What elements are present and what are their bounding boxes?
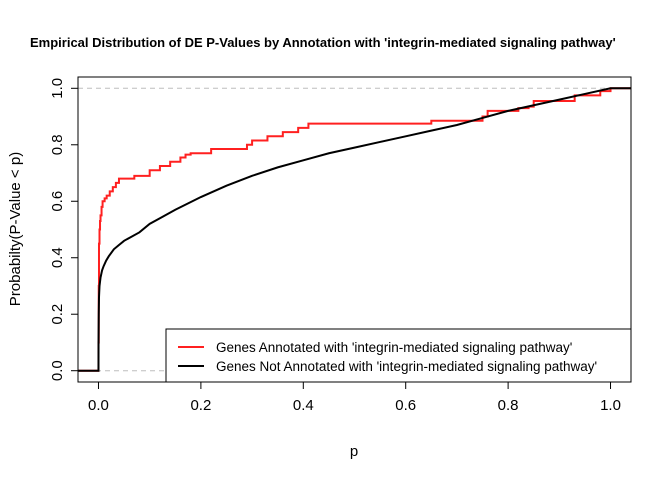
series-lines: [78, 87, 631, 372]
x-tick-label-2: 0.4: [293, 397, 314, 414]
legend: Genes Annotated with 'integrin-mediated …: [165, 328, 632, 383]
y-tick-label-1: 0.2: [49, 304, 66, 325]
y-tick-label-2: 0.4: [49, 247, 66, 268]
x-tick-label-3: 0.6: [395, 397, 416, 414]
legend-label-not-annotated: Genes Not Annotated with 'integrin-media…: [216, 359, 597, 374]
y-tick-label-0: 0.0: [49, 360, 66, 381]
x-tick-label-1: 0.2: [190, 397, 211, 414]
series-line-0: [78, 87, 631, 372]
legend-box: [165, 328, 632, 383]
x-tick-label-5: 1.0: [600, 397, 621, 414]
y-tick-label-4: 0.8: [49, 134, 66, 155]
y-tick-label-3: 0.6: [49, 191, 66, 212]
x-axis-label: p: [350, 443, 358, 460]
legend-label-annotated: Genes Annotated with 'integrin-mediated …: [216, 340, 572, 355]
x-tick-label-4: 0.8: [498, 397, 519, 414]
reference-lines: [78, 87, 631, 372]
series-line-1: [78, 87, 631, 372]
y-tick-label-5: 1.0: [49, 78, 66, 99]
y-axis-label: Probabilty(P-Value < p): [7, 152, 24, 306]
x-tick-label-0: 0.0: [88, 397, 109, 414]
chart-title: Empirical Distribution of DE P-Values by…: [30, 35, 616, 50]
x-axis: 0.0 0.2 0.4 0.6 0.8 1.0: [88, 381, 621, 414]
y-axis: 0.0 0.2 0.4 0.6 0.8 1.0: [49, 78, 79, 381]
